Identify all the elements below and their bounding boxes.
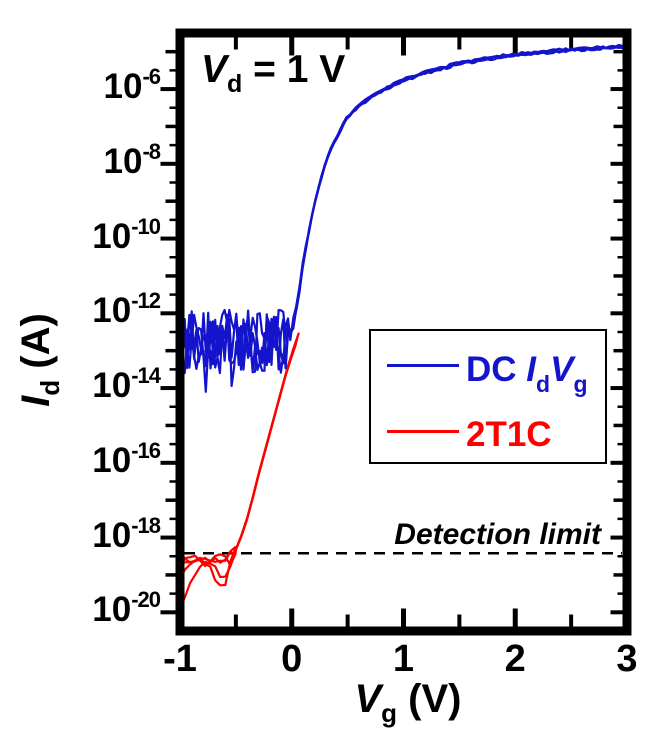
x-axis-subscript: g <box>381 698 398 728</box>
y-tick-base: 10 <box>92 216 132 256</box>
y-tick-label-1e-14: 10-14 <box>92 363 161 406</box>
x-tick-label--1: -1 <box>163 638 197 680</box>
y-axis-unit: (A) <box>14 313 58 380</box>
annotation-vd: Vd = 1 V <box>201 50 345 97</box>
y-tick-base: 10 <box>92 291 132 331</box>
y-tick-label-1e-12: 10-12 <box>92 288 161 331</box>
y-tick-base: 10 <box>92 590 132 630</box>
series-2t1c-trace <box>184 341 298 564</box>
y-tick-label-1e-18: 10-18 <box>92 512 161 555</box>
x-tick-label-2: 2 <box>504 638 526 680</box>
y-tick-label-1e-10: 10-10 <box>92 213 161 256</box>
legend-dc-sub2: g <box>573 371 588 397</box>
x-tick-label-3: 3 <box>616 638 638 680</box>
y-tick-label-1e-8: 10-8 <box>103 138 161 181</box>
series-2t1c-trace <box>184 338 299 564</box>
y-tick-label-1e-6: 10-6 <box>103 64 161 107</box>
series-dc-idvg-trace <box>184 43 623 375</box>
legend-dc-sym1: I <box>526 350 537 389</box>
legend-entry-dc: DC IdVg <box>466 352 588 396</box>
y-tick-label-1e-16: 10-16 <box>92 437 161 480</box>
series-2t1c-trace <box>184 343 298 602</box>
y-tick-base: 10 <box>92 366 132 406</box>
legend: DC IdVg 2T1C <box>369 329 607 464</box>
y-axis-title: Id (A) <box>14 275 65 445</box>
y-tick-exponent: -12 <box>131 288 161 314</box>
x-tick-label-0: 0 <box>281 638 303 680</box>
legend-line-dc <box>387 364 459 367</box>
x-axis-title: Vg (V) <box>313 679 503 726</box>
y-axis-subscript: d <box>35 379 65 396</box>
y-tick-base: 10 <box>92 440 132 480</box>
legend-dc-prefix: DC <box>466 350 527 389</box>
y-tick-exponent: -20 <box>131 587 161 613</box>
x-tick-label-1: 1 <box>392 638 415 680</box>
x-axis-unit: (V) <box>397 677 462 721</box>
annotation-subscript: d <box>227 70 243 98</box>
y-tick-exponent: -10 <box>131 213 161 239</box>
y-tick-exponent: -18 <box>131 512 161 538</box>
plot-frame <box>175 28 632 636</box>
legend-dc-sub1: d <box>536 371 551 397</box>
annotation-variable: V <box>201 48 228 91</box>
y-axis-variable: I <box>14 395 58 407</box>
detection-limit-label: Detection limit <box>394 518 601 551</box>
annotation-value: = 1 V <box>242 48 346 91</box>
legend-line-2t1c <box>387 430 459 433</box>
y-tick-base: 10 <box>103 67 143 107</box>
y-tick-exponent: -14 <box>131 363 161 389</box>
x-axis-variable: V <box>354 677 382 721</box>
y-tick-label-1e-20: 10-20 <box>92 587 161 630</box>
y-tick-exponent: -16 <box>131 437 161 463</box>
y-tick-base: 10 <box>92 515 132 555</box>
y-tick-exponent: -8 <box>142 138 161 164</box>
y-tick-exponent: -6 <box>142 64 161 90</box>
y-tick-base: 10 <box>103 141 143 181</box>
legend-dc-sym2: V <box>550 350 574 389</box>
legend-entry-2t1c: 2T1C <box>466 415 552 454</box>
